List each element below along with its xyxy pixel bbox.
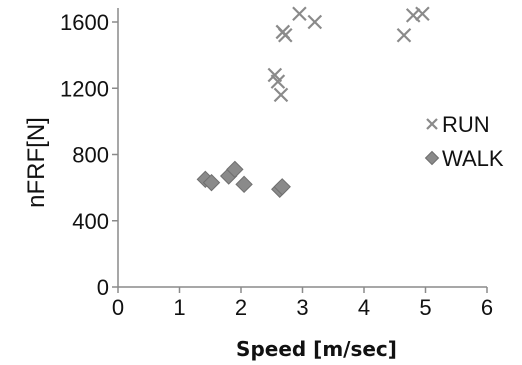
walk-point xyxy=(273,178,291,196)
run-point xyxy=(278,27,293,43)
x-tick-label: 4 xyxy=(358,295,370,320)
y-tick-label: 1200 xyxy=(60,76,109,101)
y-tick-label: 400 xyxy=(72,209,109,234)
x-tick-label: 3 xyxy=(296,295,308,320)
legend-label-run: RUN xyxy=(442,112,490,137)
legend-run-marker xyxy=(426,118,438,130)
legend: RUN WALK xyxy=(424,112,504,171)
x-tick-label: 1 xyxy=(173,295,185,320)
run-point xyxy=(415,6,430,21)
run-point xyxy=(307,14,323,30)
legend-walk-marker xyxy=(424,150,440,166)
walk-point xyxy=(235,175,253,194)
y-tick-label: 800 xyxy=(72,143,109,168)
data-points xyxy=(196,6,430,198)
ticks: 0 400 800 1200 1600 0 1 2 3 4 5 6 xyxy=(60,10,493,320)
x-tick-label: 0 xyxy=(112,295,124,320)
walk-point xyxy=(202,173,221,192)
run-point xyxy=(292,6,307,21)
axes xyxy=(117,8,487,288)
walk-point xyxy=(226,160,244,179)
x-tick-label: 2 xyxy=(235,295,247,320)
legend-label-walk: WALK xyxy=(442,146,504,171)
y-axis-title: nFRF[N] xyxy=(23,117,50,208)
run-point xyxy=(270,74,286,89)
y-tick-label: 0 xyxy=(97,275,109,300)
x-axis-title: Speed [m/sec] xyxy=(236,337,397,361)
x-tick-label: 5 xyxy=(419,295,431,320)
y-tick-label: 1600 xyxy=(60,10,109,35)
run-point xyxy=(396,27,412,43)
x-tick-label: 6 xyxy=(481,295,493,320)
run-point xyxy=(273,87,289,103)
